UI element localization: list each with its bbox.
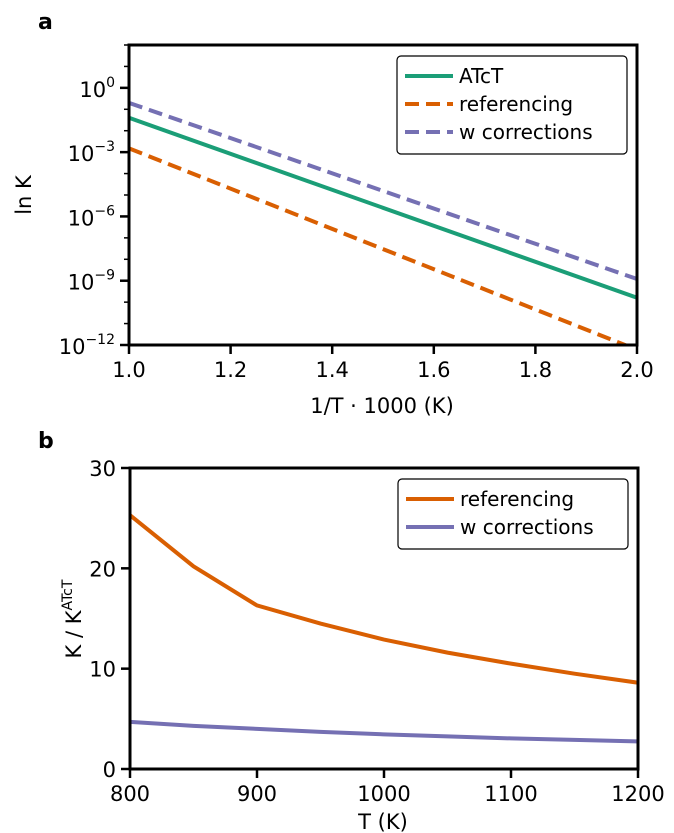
panel-a-x-axis-label: 1/T · 1000 (K) <box>310 394 454 418</box>
panel-a-plot: 1.0 1.2 1.4 1.6 1.8 2.010010−310−610−910−12AT… <box>59 43 654 382</box>
panel-a-x-tick-label-2: 1.4 <box>315 358 348 382</box>
panel-b-legend-box <box>397 478 629 550</box>
panel-a-y-tick-label-2: 10−6 <box>68 203 115 230</box>
panel-a-y-tick-label-0: 100 <box>79 75 115 102</box>
panel-b-y-axis-label-main: K / K <box>62 609 86 658</box>
panel-a-x-tick-label-1: 1.2 <box>214 358 247 382</box>
panel-a-y-tick-label-base-0: 10 <box>79 78 106 102</box>
panel-b-legend-label-1: w corrections <box>460 515 594 539</box>
panel-a-x-tick-label-4: 1.8 <box>519 358 552 382</box>
panel-b-y-tick-label-1: 10 <box>89 658 116 682</box>
panel-b-x-tick-label-2: 1000 <box>357 782 410 806</box>
panel-b-y-tick-label-2: 20 <box>89 557 116 581</box>
panel-a-y-tick-label-4: 10−12 <box>59 332 115 359</box>
panel-b-y-axis-label: K / KATcT <box>60 579 86 658</box>
panel-a-legend-label-0: ATcT <box>459 64 504 88</box>
panel-b-y-axis-label-group: K / KATcT <box>60 579 86 658</box>
panel-b-x-axis-label: T (K) <box>357 810 408 833</box>
panel-a-x-tick-label-5: 2.0 <box>620 358 653 382</box>
panel-b-y-axis-label-sup: ATcT <box>60 579 76 610</box>
panel-b-x-tick-label-1: 900 <box>237 782 277 806</box>
panel-b-letter: b <box>38 429 54 454</box>
panel-a-x-tick-label-0: 1.0 <box>112 358 145 382</box>
panel-b-y-tick-label-0: 0 <box>103 758 116 782</box>
panel-a-y-tick-label-3: 10−9 <box>68 268 115 295</box>
panel-b-y-tick-label-3: 30 <box>89 457 116 481</box>
panel-a-legend-label-2: w corrections <box>459 120 593 144</box>
panel-a-legend-box <box>396 55 628 155</box>
panel-a-y-tick-label-base-2: 10 <box>68 206 95 230</box>
panel-a-series-0-line <box>129 115 637 300</box>
panel-a-y-axis-label: ln K <box>12 174 36 215</box>
panel-a-series-1-line <box>129 146 631 345</box>
panel-a-y-tick-label-exp-3: −9 <box>94 268 115 284</box>
panel-a-y-tick-label-1: 10−3 <box>68 139 115 166</box>
panel-a-y-tick-label-base-4: 10 <box>59 335 86 359</box>
panel-b-x-tick-label-0: 800 <box>110 782 150 806</box>
panel-a-y-tick-label-exp-2: −6 <box>94 203 115 219</box>
panel-b-plot: 800 900 1000 1100 1200 0 10 20 30 referencing w co… <box>89 457 664 806</box>
panel-b-legend-label-0: referencing <box>460 487 574 511</box>
panel-b-x-tick-label-4: 1200 <box>611 782 664 806</box>
panel-a-letter: a <box>38 10 53 35</box>
panel-b-x-tick-label-3: 1100 <box>484 782 537 806</box>
panel-a-series-2-line <box>129 100 637 281</box>
panel-a-y-tick-label-exp-0: 0 <box>106 75 115 91</box>
panel-b-series-0-line <box>130 513 638 685</box>
panel-a-y-tick-label-exp-4: −12 <box>85 332 115 348</box>
panel-a-y-tick-label-base-3: 10 <box>68 271 95 295</box>
panel-a-y-tick-label-exp-1: −3 <box>94 139 115 155</box>
panel-a-y-tick-label-base-1: 10 <box>68 142 95 166</box>
panel-a-legend-label-1: referencing <box>459 92 573 116</box>
panel-a-x-tick-label-3: 1.6 <box>417 358 450 382</box>
panel-b-series-1-line <box>130 719 638 744</box>
